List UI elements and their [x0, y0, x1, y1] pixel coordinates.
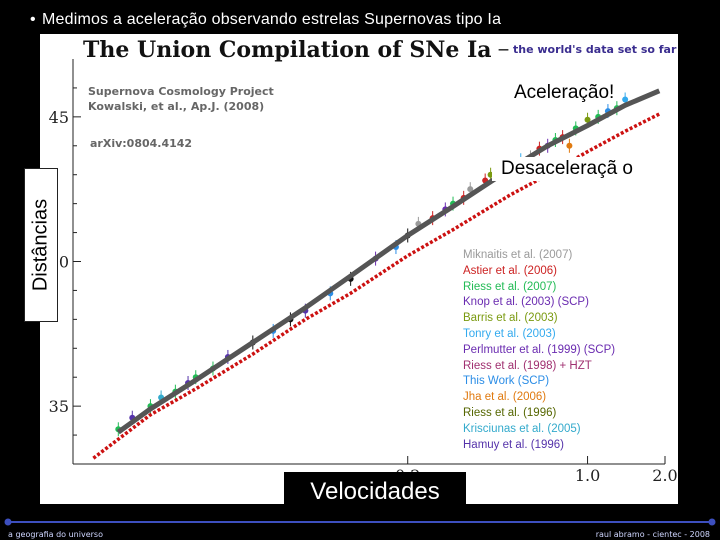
legend-entry: Krisciunas et al. (2005) — [463, 422, 581, 435]
legend-entry: Hamuy et al. (1996) — [463, 438, 564, 451]
figure-subtitle: — the world's data set so far — [498, 43, 676, 56]
data-point — [566, 142, 573, 149]
data-point — [584, 116, 591, 123]
legend-entry: Astier et al. (2006) — [463, 264, 557, 277]
y-tick-label: 35 — [49, 397, 69, 416]
arxiv-id: arXiv:0804.4142 — [90, 137, 193, 150]
legend-entry: Riess et al. (1998) + HZT — [463, 359, 592, 372]
deceleration-curve — [92, 112, 661, 460]
bullet-text: Medimos a aceleração observando estrelas… — [42, 11, 502, 28]
footer-right-text: raul abramo - cientec - 2008 — [595, 530, 710, 539]
legend-entry: Jha et al. (2006) — [463, 391, 547, 404]
footer-dot-right-icon — [708, 518, 716, 526]
reference-line-2: Kowalski, et al., Ap.J. (2008) — [88, 100, 265, 113]
figure-subtitle-text: the world's data set so far — [513, 43, 677, 56]
legend-entry: Barris et al. (2003) — [463, 312, 558, 325]
x-tick-label: 1.0 — [575, 466, 600, 485]
plot-axes: 3540450.21.02.0 — [49, 59, 678, 485]
legend-entry: Tonry et al. (2003) — [463, 327, 556, 340]
bullet-dot-icon: • — [30, 11, 36, 28]
footer-bar — [4, 518, 716, 526]
legend-entry: This Work (SCP) — [463, 375, 550, 388]
y-axis-label: Distâncias — [29, 198, 52, 292]
legend-entry: Perlmutter et al. (1999) (SCP) — [463, 343, 616, 356]
legend-line-icon: — — [498, 43, 509, 56]
y-tick-label: 45 — [49, 108, 69, 127]
reference-block: Supernova Cosmology Project Kowalski, et… — [88, 84, 274, 114]
deceleration-label: Desaceleraçã o — [492, 157, 642, 181]
x-axis-label-box: Velocidades — [284, 472, 466, 512]
legend-entry: Riess et al. (2007) — [463, 280, 557, 293]
data-point — [467, 186, 474, 193]
y-axis-label-box: Distâncias — [24, 168, 58, 322]
acceleration-curve — [116, 88, 661, 435]
slide-bullet: • Medimos a aceleração observando estrela… — [30, 11, 501, 29]
data-point — [622, 96, 629, 103]
legend-entry: Miknaitis et al. (2007) — [463, 249, 573, 261]
legend-entry: Knop et al. (2003) (SCP) — [463, 296, 589, 309]
hubble-diagram-plot: 3540450.21.02.0 — [49, 59, 678, 485]
legend-entry: Riess et al. (1996) — [463, 406, 557, 419]
x-tick-label: 2.0 — [652, 466, 677, 485]
x-axis-label: Velocidades — [310, 478, 440, 505]
footer-left-text: a geografia do universo — [8, 530, 103, 539]
figure-title: The Union Compilation of SNe Ia — [83, 37, 492, 63]
acceleration-label: Aceleração! — [512, 82, 617, 104]
legend: Miknaitis et al. (2007) Astier et al. (20… — [463, 248, 615, 453]
reference-line-1: Supernova Cosmology Project — [88, 85, 274, 98]
footer-dot-left-icon — [4, 518, 12, 526]
model-curves — [92, 88, 661, 460]
hubble-diagram-figure: 3540450.21.02.0 The Union Compilation of… — [40, 34, 678, 504]
